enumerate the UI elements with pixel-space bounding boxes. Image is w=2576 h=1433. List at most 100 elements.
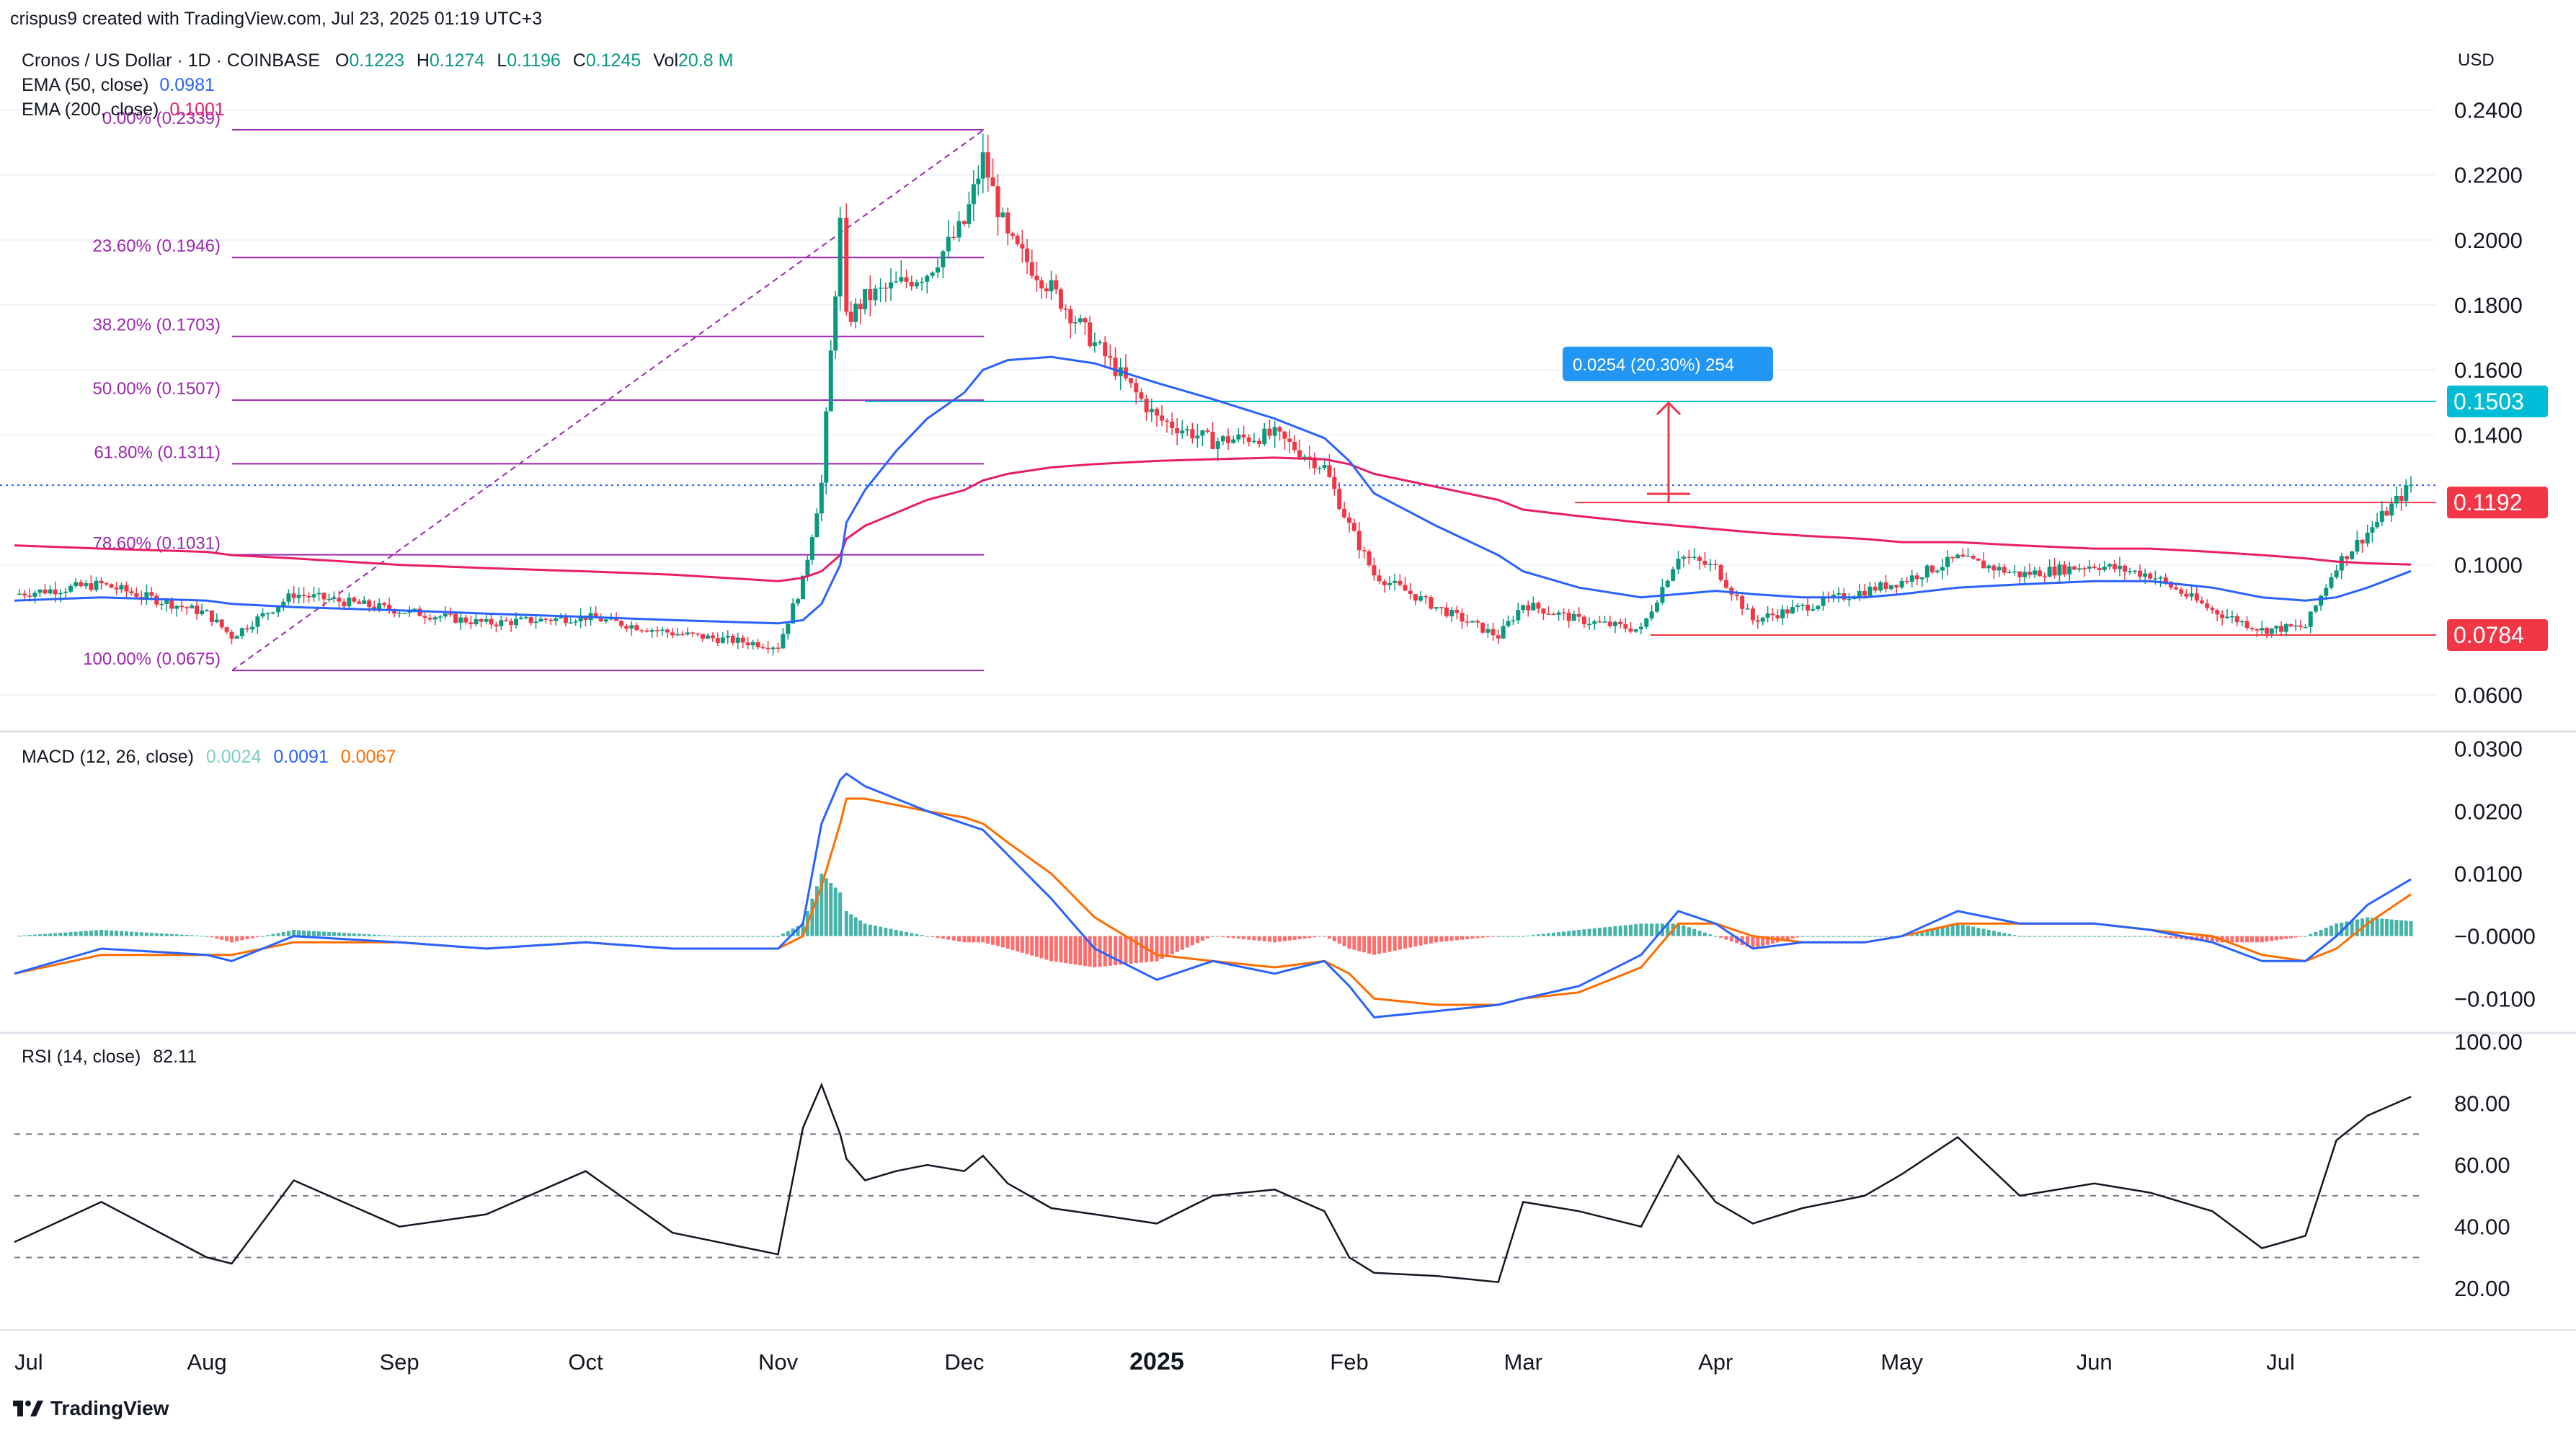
candle-body bbox=[1398, 580, 1403, 585]
macd-hist-bar bbox=[858, 920, 863, 936]
macd-hist-bar bbox=[2270, 936, 2274, 941]
candle-body bbox=[1587, 624, 1592, 626]
macd-tick-label: 0.0200 bbox=[2454, 799, 2523, 824]
macd-hist-bar bbox=[1083, 936, 1087, 967]
macd-hist-bar bbox=[1262, 936, 1266, 941]
candle-body bbox=[1068, 309, 1073, 324]
macd-hist-bar bbox=[2293, 936, 2298, 938]
candle-body bbox=[2370, 527, 2375, 533]
candle-body bbox=[1170, 422, 1175, 429]
macd-hist-bar bbox=[946, 936, 951, 940]
macd-hist-bar bbox=[2249, 936, 2254, 943]
candle-body bbox=[2007, 572, 2012, 574]
candle-body bbox=[1337, 489, 1342, 509]
macd-hist-bar bbox=[1044, 936, 1049, 960]
macd-hist-bar bbox=[1551, 932, 1555, 936]
macd-hist-bar bbox=[377, 935, 381, 936]
rsi-value: 82.11 bbox=[153, 1047, 197, 1067]
candle-body bbox=[1597, 621, 1602, 623]
macd-hist-bar bbox=[1030, 936, 1034, 956]
tradingview-logo-icon bbox=[13, 1401, 43, 1416]
symbol-legend[interactable]: Cronos / US Dollar · 1D · COINBASE O0.12… bbox=[22, 50, 733, 71]
candle-body bbox=[649, 630, 654, 632]
macd-hist-bar bbox=[2380, 918, 2384, 936]
rsi-tick-label: 20.00 bbox=[2454, 1276, 2510, 1301]
candle-body bbox=[1246, 437, 1251, 442]
candle-body bbox=[214, 619, 219, 623]
tradingview-brand[interactable]: TradingView bbox=[13, 1397, 169, 1420]
macd-hist-bar bbox=[1282, 936, 1287, 941]
macd-hist-bar bbox=[1780, 936, 1785, 941]
macd-hist-bar bbox=[1185, 936, 1189, 948]
macd-hist-bar bbox=[1541, 933, 1545, 936]
rsi-tick-label: 40.00 bbox=[2454, 1215, 2510, 1240]
ema200-legend[interactable]: EMA (200, close) 0.1001 bbox=[22, 99, 225, 120]
macd-legend[interactable]: MACD (12, 26, close) 0.0024 0.0091 0.006… bbox=[22, 747, 396, 768]
candle-body bbox=[79, 582, 84, 587]
candle-body bbox=[715, 638, 720, 643]
candle-body bbox=[1894, 585, 1899, 587]
macd-hist-bar bbox=[2062, 936, 2066, 937]
macd-hist-bar bbox=[1352, 936, 1356, 950]
macd-hist-bar bbox=[1940, 927, 1945, 936]
candle-body bbox=[291, 593, 296, 598]
time-axis[interactable]: Jul Aug Sep Oct Nov Dec 2025 Feb Mar Apr May Jun Jul bbox=[14, 1348, 2295, 1375]
macd-hist-bar bbox=[1327, 936, 1331, 939]
candle-body bbox=[538, 618, 543, 622]
candle-body bbox=[1351, 523, 1356, 531]
macd-hist-bar bbox=[1170, 936, 1174, 954]
candle-body bbox=[1215, 441, 1220, 449]
candle-body bbox=[956, 221, 961, 238]
price-tick-label: 0.1800 bbox=[2454, 293, 2523, 318]
macd-hist-bar bbox=[1393, 936, 1397, 951]
macd-hist-bar bbox=[951, 936, 956, 941]
macd-hist-bar bbox=[548, 936, 553, 937]
price-range-measure[interactable]: 0.0254 (20.30%) 254 bbox=[1563, 346, 1773, 503]
candle-body bbox=[873, 288, 878, 301]
macd-hist-bar bbox=[1485, 936, 1490, 938]
candle-body bbox=[2288, 624, 2293, 626]
horizontal-levels[interactable] bbox=[0, 400, 2436, 636]
macd-hist-bar bbox=[1124, 936, 1128, 964]
candle-body bbox=[1888, 585, 1893, 590]
candle-body bbox=[1465, 621, 1470, 623]
macd-hist-bar bbox=[1536, 934, 1540, 936]
macd-hist-bar bbox=[1252, 936, 1256, 941]
candle-body bbox=[1185, 429, 1190, 431]
fibonacci-retracement[interactable]: 0.00% (0.2339) 23.60% (0.1946) 38.20% (0.1… bbox=[83, 109, 985, 672]
macd-hist-bar bbox=[1971, 926, 1976, 936]
macd-hist-bar bbox=[1629, 924, 1633, 936]
candle-body bbox=[844, 217, 849, 312]
candle-body bbox=[1257, 440, 1262, 444]
candle-body bbox=[377, 603, 382, 610]
candle-body bbox=[1332, 476, 1337, 489]
ohlc-open: O0.1223 bbox=[334, 50, 404, 71]
candle-body bbox=[1226, 436, 1231, 443]
rsi-label: RSI (14, close) bbox=[22, 1047, 141, 1067]
candle-body bbox=[27, 595, 32, 597]
candle-body bbox=[2087, 566, 2092, 569]
macd-hist-bar bbox=[554, 936, 558, 937]
time-tick-label: May bbox=[1880, 1349, 1923, 1375]
currency-label[interactable]: USD bbox=[2458, 50, 2495, 70]
macd-hist-bar bbox=[37, 934, 42, 936]
candle-body bbox=[765, 647, 770, 649]
rsi-legend[interactable]: RSI (14, close) 82.11 bbox=[22, 1047, 197, 1068]
macd-hist-bar bbox=[2002, 933, 2007, 936]
macd-hist-bar bbox=[292, 930, 296, 936]
ema50-legend[interactable]: EMA (50, close) 0.0981 bbox=[22, 75, 215, 96]
price-axis[interactable]: 0.2400 0.2200 0.2000 0.1800 0.1600 0.1400 0.10… bbox=[2447, 98, 2548, 708]
macd-axis: 0.0300 0.0200 0.0100 −0.0000 −0.0100 bbox=[2454, 737, 2536, 1012]
candle-body bbox=[17, 593, 22, 595]
macd-hist-bar bbox=[1991, 931, 1996, 936]
macd-hist-bar bbox=[1347, 936, 1351, 949]
candle-body bbox=[174, 605, 179, 609]
macd-hist-bar bbox=[920, 935, 924, 936]
macd-hist-bar bbox=[2092, 936, 2097, 937]
macd-hist-bar bbox=[1059, 936, 1063, 963]
candle-body bbox=[2384, 510, 2389, 516]
candle-body bbox=[255, 616, 260, 627]
macd-hist-bar bbox=[448, 936, 453, 937]
macd-hist-bar bbox=[402, 936, 407, 937]
